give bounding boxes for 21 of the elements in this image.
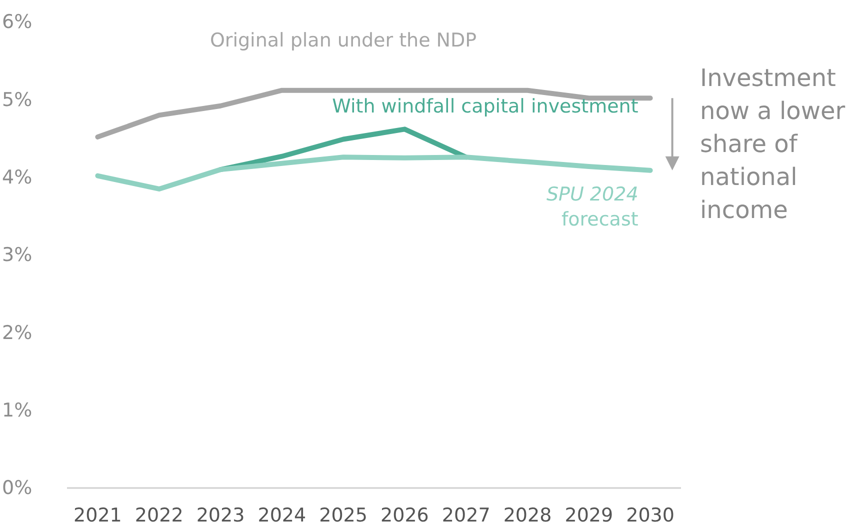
y-tick-label: 1% (2, 399, 32, 422)
y-tick-label: 6% (2, 11, 32, 34)
x-tick-label: 2025 (319, 504, 368, 526)
x-tick-label: 2026 (380, 504, 429, 526)
y-tick-label: 0% (2, 477, 32, 500)
x-tick-label: 2029 (564, 504, 614, 526)
x-tick-label: 2028 (503, 504, 552, 526)
y-tick-label: 3% (2, 244, 32, 266)
y-tick-label: 4% (2, 166, 32, 188)
text: Investment now a lower share of national income (700, 64, 846, 224)
y-tick-label: 2% (2, 322, 32, 344)
series-label: SPU 2024 forecast (546, 183, 638, 230)
x-tick-label: 2024 (258, 504, 306, 526)
y-tick-label: 5% (2, 88, 32, 111)
x-tick-label: 2022 (134, 504, 184, 526)
series-label: With windfall capital investment (332, 95, 638, 118)
text: Original plan under the NDP (210, 29, 477, 52)
x-tick-label: 2027 (442, 504, 490, 526)
x-tick-label: 2021 (74, 504, 122, 526)
x-tick-label: 2023 (196, 504, 245, 526)
x-tick-label: 2030 (626, 504, 674, 526)
